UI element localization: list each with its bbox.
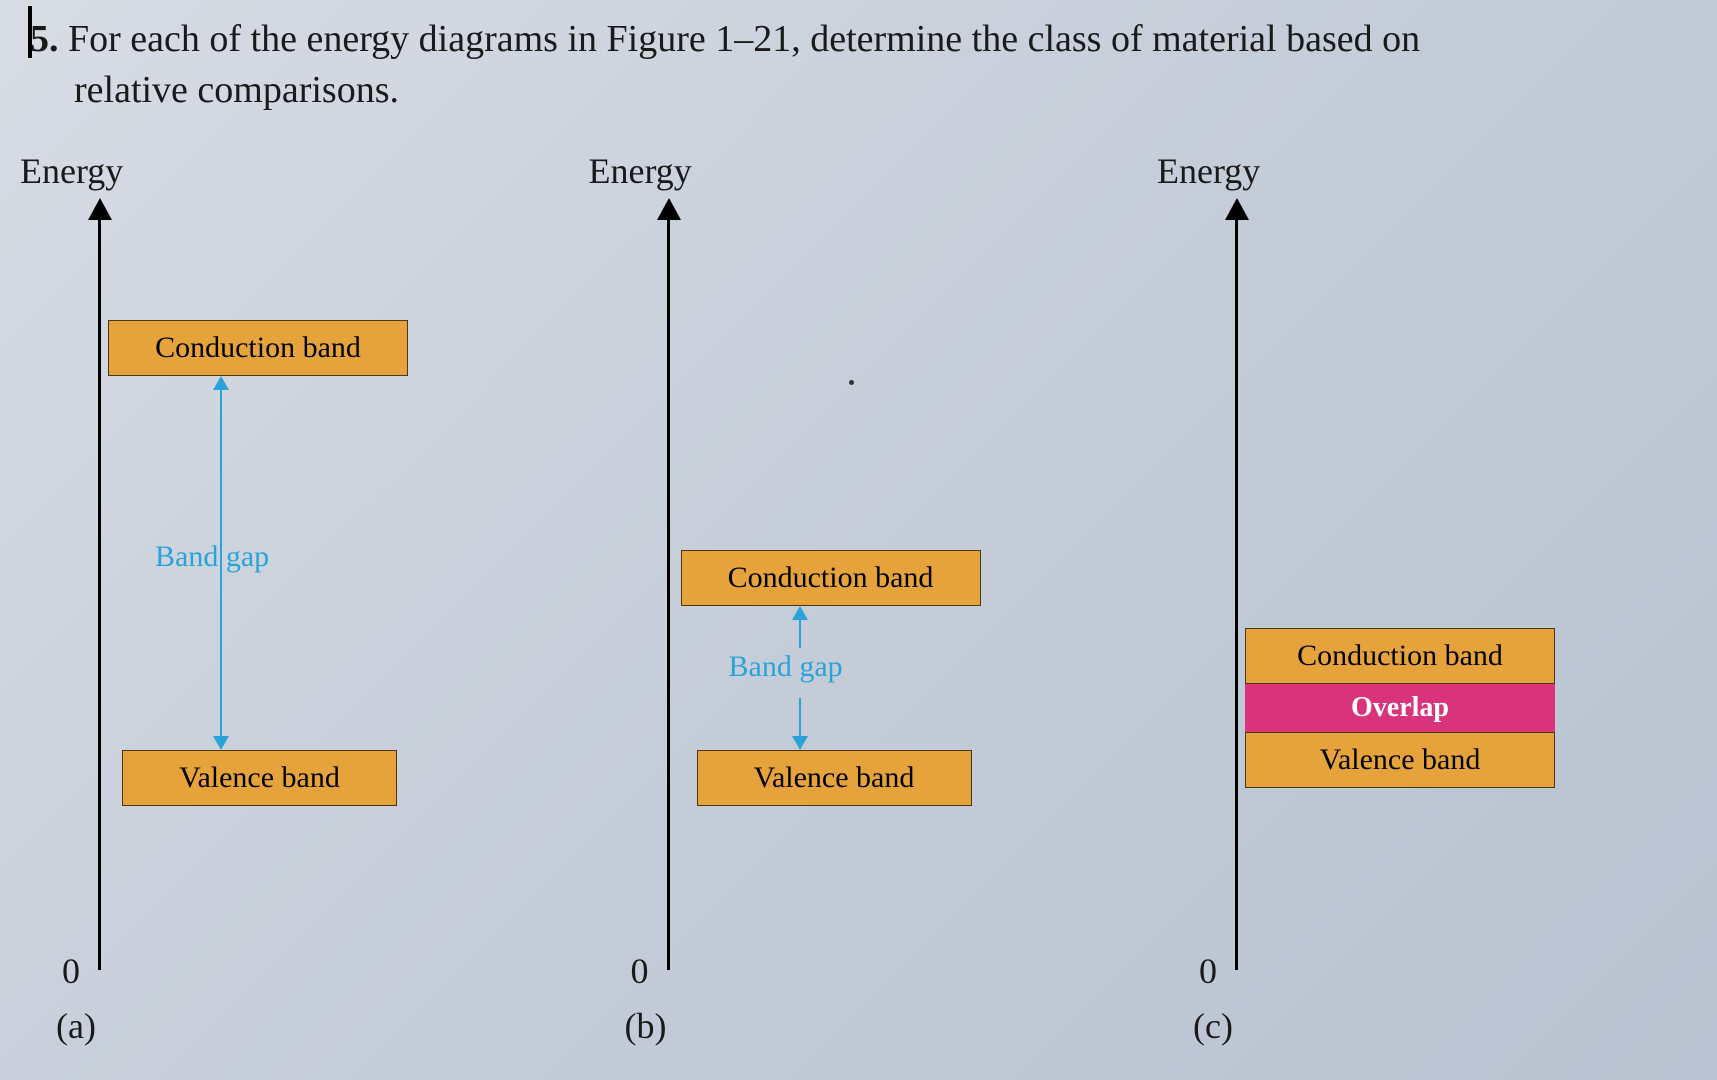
energy-axis bbox=[98, 210, 101, 970]
zero-label: 0 bbox=[631, 950, 649, 992]
valence-band: Valence band bbox=[697, 750, 972, 806]
panel-sublabel: (b) bbox=[625, 1005, 667, 1047]
panel-sublabel: (a) bbox=[56, 1005, 96, 1047]
overlap-band: Overlap bbox=[1245, 684, 1555, 732]
energy-axis bbox=[667, 210, 670, 970]
panel-a: Energy 0 (a) Conduction band Valence ban… bbox=[20, 150, 560, 1050]
panel-sublabel: (c) bbox=[1193, 1005, 1233, 1047]
question-number: 5. bbox=[30, 18, 59, 60]
valence-band-label: Valence band bbox=[1320, 743, 1481, 777]
zero-label: 0 bbox=[62, 950, 80, 992]
energy-axis-label: Energy bbox=[1157, 150, 1260, 192]
conduction-band: Conduction band bbox=[681, 550, 981, 606]
conduction-band: Conduction band bbox=[1245, 628, 1555, 684]
energy-axis bbox=[1235, 210, 1238, 970]
valence-band: Valence band bbox=[1245, 732, 1555, 788]
diagrams-container: Energy 0 (a) Conduction band Valence ban… bbox=[20, 150, 1697, 1070]
question-line1: For each of the energy diagrams in Figur… bbox=[68, 18, 1420, 60]
band-gap-label: Band gap bbox=[729, 650, 843, 684]
conduction-band-label: Conduction band bbox=[1297, 639, 1503, 673]
gap-arrow-line bbox=[799, 610, 801, 648]
valence-band: Valence band bbox=[122, 750, 397, 806]
question-line2: relative comparisons. bbox=[74, 65, 399, 116]
conduction-band: Conduction band bbox=[108, 320, 408, 376]
gap-arrow-down-icon bbox=[213, 736, 229, 750]
speck-icon bbox=[849, 380, 854, 385]
question-text: 5. For each of the energy diagrams in Fi… bbox=[30, 14, 1687, 117]
panel-b: Energy 0 (b) Conduction band Valence ban… bbox=[589, 150, 1129, 1050]
panel-c: Energy 0 (c) Conduction band Overlap Val… bbox=[1157, 150, 1697, 1050]
conduction-band-label: Conduction band bbox=[155, 331, 361, 365]
gap-arrow-down-icon bbox=[792, 736, 808, 750]
energy-axis-label: Energy bbox=[20, 150, 123, 192]
valence-band-label: Valence band bbox=[754, 761, 915, 795]
overlap-band-label: Overlap bbox=[1351, 692, 1449, 724]
zero-label: 0 bbox=[1199, 950, 1217, 992]
band-gap-label: Band gap bbox=[155, 540, 269, 574]
valence-band-label: Valence band bbox=[179, 761, 340, 795]
conduction-band-label: Conduction band bbox=[728, 561, 934, 595]
energy-axis-label: Energy bbox=[589, 150, 692, 192]
